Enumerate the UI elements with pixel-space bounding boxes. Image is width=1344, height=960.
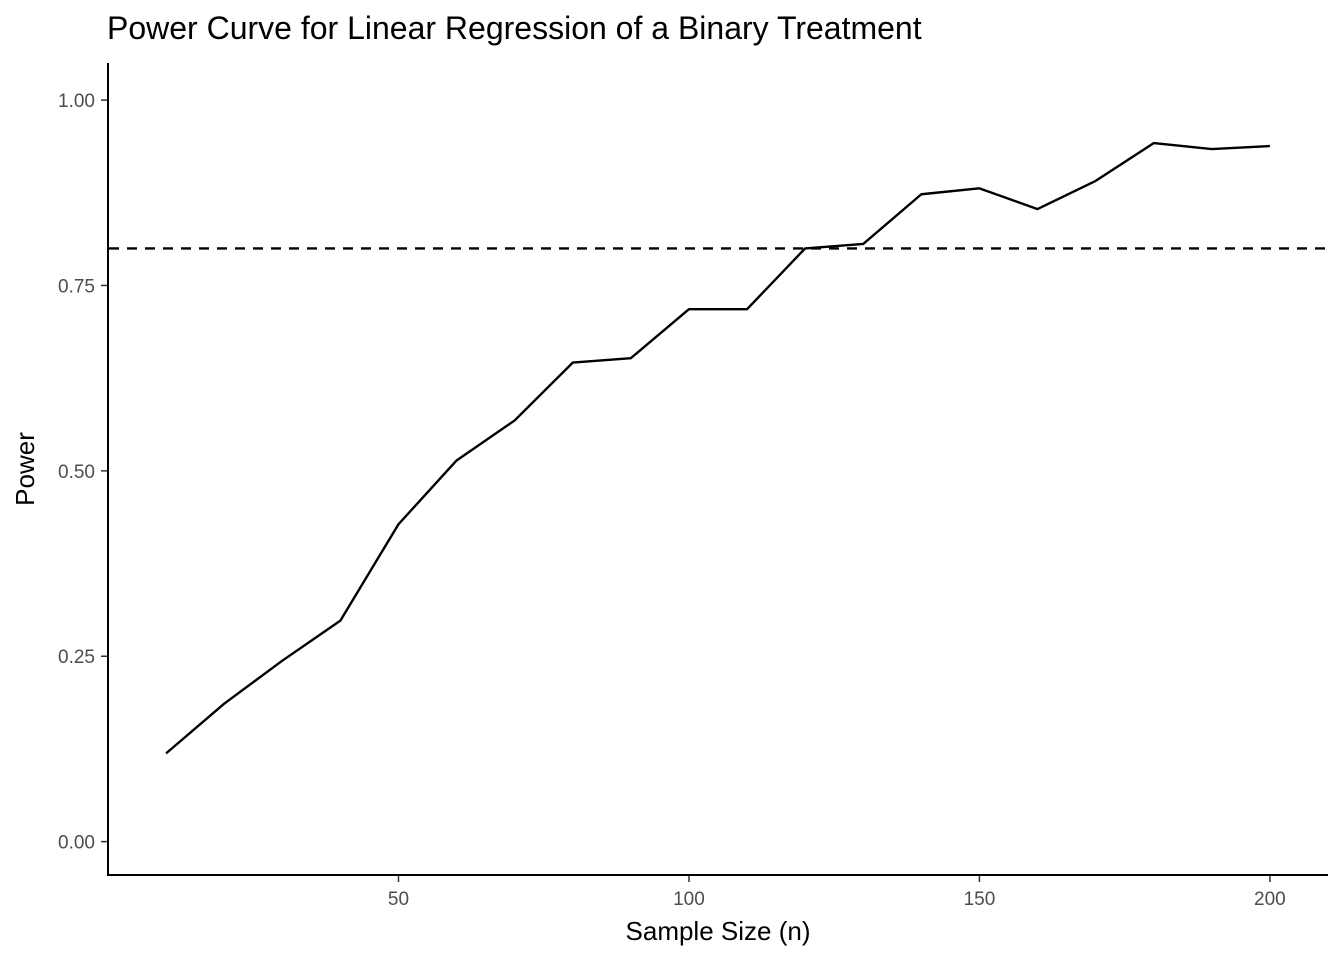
y-tick-label: 0.50 xyxy=(58,462,95,483)
x-axis-ticks: 50 100 150 200 xyxy=(388,875,1286,910)
x-tick-label: 50 xyxy=(388,889,409,910)
power-series-line xyxy=(165,141,1270,755)
y-tick-label: 0.00 xyxy=(58,833,95,854)
y-axis-title: Power xyxy=(10,432,40,506)
y-tick-label: 1.00 xyxy=(58,91,95,112)
y-tick-label: 0.75 xyxy=(58,276,95,297)
x-tick-label: 200 xyxy=(1254,889,1286,910)
x-axis-title: Sample Size (n) xyxy=(626,916,811,946)
chart-title: Power Curve for Linear Regression of a B… xyxy=(107,10,922,46)
y-axis-ticks: 0.00 0.25 0.50 0.75 1.00 xyxy=(58,91,108,854)
y-tick-label: 0.25 xyxy=(58,647,95,668)
x-tick-label: 100 xyxy=(673,889,705,910)
x-tick-label: 150 xyxy=(964,889,996,910)
